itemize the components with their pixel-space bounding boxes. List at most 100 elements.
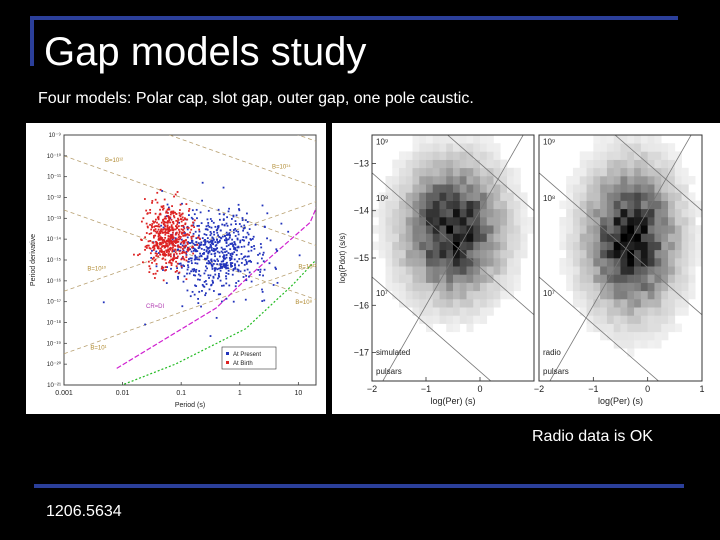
point-at-present bbox=[214, 244, 217, 247]
point-at-present bbox=[232, 214, 235, 217]
heatmap-cell bbox=[606, 315, 615, 324]
point-at-present bbox=[237, 264, 240, 267]
heatmap-cell bbox=[613, 176, 621, 185]
point-at-present bbox=[261, 288, 263, 291]
heatmap-cell bbox=[627, 176, 635, 185]
heatmap-cell bbox=[453, 266, 461, 275]
heatmap-cell bbox=[419, 217, 427, 226]
heatmap-cell bbox=[527, 225, 534, 234]
point-at-birth bbox=[172, 212, 175, 215]
point-at-present bbox=[246, 221, 249, 223]
heatmap-cell bbox=[681, 192, 689, 201]
point-at-birth bbox=[153, 247, 156, 250]
heatmap-cell bbox=[480, 151, 488, 160]
heatmap-cell bbox=[419, 241, 427, 251]
heatmap-cell bbox=[486, 135, 494, 144]
heatmap-cell bbox=[579, 307, 587, 316]
point-at-birth bbox=[158, 225, 161, 228]
heatmap-cell bbox=[620, 282, 628, 292]
point-at-present bbox=[227, 267, 229, 270]
point-at-present bbox=[208, 225, 211, 228]
point-at-present bbox=[244, 259, 247, 261]
point-at-birth bbox=[182, 224, 185, 227]
heatmap-cell bbox=[559, 258, 567, 267]
heatmap-cell bbox=[620, 323, 628, 333]
heatmap-cell bbox=[426, 274, 434, 283]
point-at-birth bbox=[171, 244, 174, 246]
heatmap-cell bbox=[426, 266, 434, 275]
point-at-present bbox=[234, 220, 237, 223]
point-at-birth bbox=[198, 228, 201, 231]
heatmap-cell bbox=[473, 208, 481, 218]
point-at-birth bbox=[160, 221, 163, 224]
point-at-birth bbox=[175, 233, 177, 236]
point-at-birth bbox=[177, 218, 180, 221]
point-at-birth bbox=[159, 243, 162, 246]
heatmap-cell bbox=[480, 307, 488, 316]
point-at-birth bbox=[157, 218, 160, 221]
point-at-present bbox=[197, 278, 199, 281]
point-at-present bbox=[258, 252, 261, 255]
heatmap-cell bbox=[439, 192, 447, 201]
point-at-present bbox=[196, 250, 199, 253]
heatmap-cell bbox=[566, 241, 574, 251]
point-at-present bbox=[237, 203, 240, 206]
point-at-birth bbox=[169, 259, 171, 262]
heatmap-cell bbox=[640, 290, 648, 300]
point-at-present bbox=[195, 243, 197, 246]
heatmap-cell bbox=[432, 151, 440, 160]
point-at-present bbox=[228, 207, 230, 210]
heatmap-cell bbox=[466, 299, 474, 308]
point-at-birth bbox=[161, 265, 164, 268]
x-axis-label: log(Per) (s) bbox=[598, 396, 643, 406]
point-at-present bbox=[201, 283, 204, 286]
point-at-birth bbox=[164, 266, 167, 268]
point-at-birth bbox=[161, 245, 163, 248]
y-tick-label: −13 bbox=[354, 158, 369, 168]
point-at-birth bbox=[183, 245, 186, 248]
heatmap-cell bbox=[480, 135, 488, 144]
field-label: 10⁷ bbox=[376, 289, 388, 298]
heatmap-cell bbox=[654, 225, 662, 234]
heatmap-cell bbox=[446, 233, 454, 242]
heatmap-cell bbox=[507, 282, 515, 292]
simulated-vs-radio-figure: 10⁹ 10⁸ 10⁷ simulated pulsars −2 −1 0 log(Per) (… bbox=[332, 123, 720, 414]
point-at-present bbox=[191, 218, 194, 220]
heatmap-cell bbox=[493, 217, 501, 226]
heatmap-cell bbox=[681, 282, 689, 292]
heatmap-cell bbox=[453, 159, 461, 169]
heatmap-cell bbox=[613, 159, 621, 169]
heatmap-cell bbox=[466, 208, 474, 218]
heatmap-cell bbox=[493, 290, 501, 300]
point-at-present bbox=[211, 241, 214, 243]
point-at-birth bbox=[172, 244, 175, 247]
point-at-birth bbox=[164, 254, 167, 257]
heatmap-cell bbox=[385, 208, 393, 218]
point-at-birth bbox=[163, 252, 166, 255]
point-at-present bbox=[227, 238, 230, 241]
heatmap-cell bbox=[486, 143, 494, 152]
heatmap-cell bbox=[385, 258, 393, 267]
point-at-birth bbox=[172, 215, 175, 217]
heatmap-cell bbox=[446, 258, 454, 267]
heatmap-cell bbox=[688, 200, 696, 210]
heatmap-cell bbox=[507, 200, 515, 210]
point-at-present bbox=[229, 254, 232, 257]
point-at-present bbox=[225, 245, 228, 248]
heatmap-cell bbox=[640, 225, 648, 234]
heatmap-cell bbox=[640, 151, 648, 160]
heatmap-cell bbox=[606, 249, 615, 259]
heatmap-cell bbox=[399, 241, 407, 251]
heatmap-cell bbox=[668, 200, 676, 210]
heatmap-cell bbox=[513, 233, 521, 242]
heatmap-cell bbox=[453, 315, 461, 324]
heatmap-cell bbox=[627, 159, 635, 169]
point-at-present bbox=[180, 264, 183, 267]
point-at-present bbox=[212, 263, 215, 265]
heatmap-cell bbox=[426, 315, 434, 324]
ppdot-scatter-svg: B=10¹²B=10¹⁴B=10¹⁰B=10¹²B=10⁸B=10¹CR=DIN… bbox=[30, 132, 317, 409]
heatmap-cell bbox=[378, 192, 386, 201]
point-at-present bbox=[216, 250, 219, 253]
point-at-present bbox=[219, 265, 222, 268]
